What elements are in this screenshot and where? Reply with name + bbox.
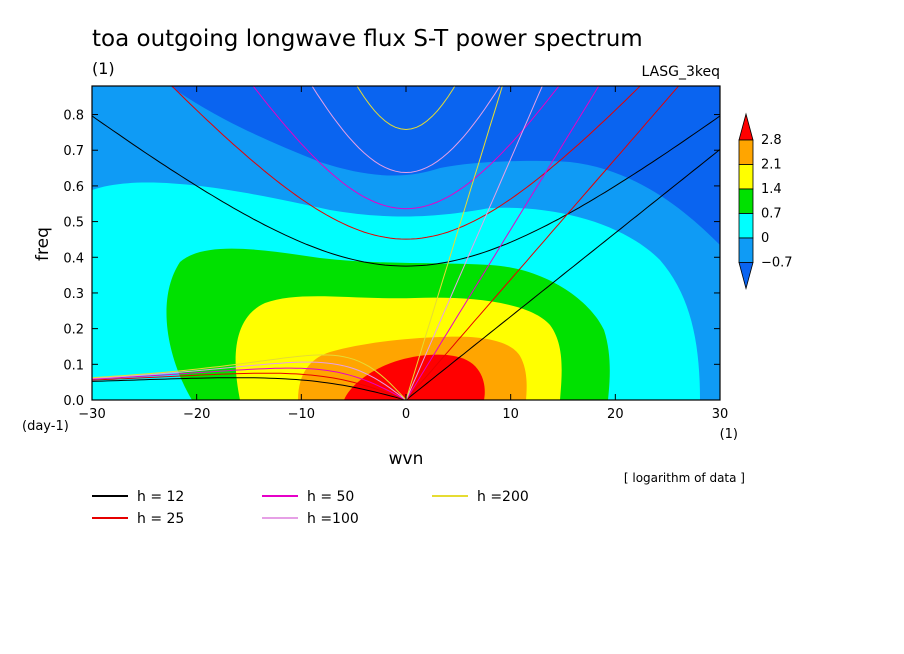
colorbar: 2.8 2.1 1.4 0.7 0 −0.7 [738,112,793,291]
kelvin-curve [405,86,600,400]
inertia-gravity-curve [92,115,720,267]
x-axis-label: wvn [389,449,424,469]
y-axis-label: freq [33,227,53,261]
colorbar-label: 0 [761,231,769,246]
legend-label: h =100 [307,511,359,527]
inertia-gravity-curve [252,86,560,210]
y-tick-label: 0.6 [63,180,84,195]
y-tick-label: 0.1 [63,358,84,373]
rossby-curve [92,372,407,400]
kelvin-curve [405,86,503,400]
colorbar-label: 2.8 [761,133,782,148]
colorbar-label: 1.4 [761,182,782,197]
colorbar-label: 2.1 [761,158,782,173]
kelvin-curve [405,149,720,400]
chart-subtitle-left: (1) [92,59,115,78]
plot-area [92,86,720,400]
chart-subtitle-right: LASG_3keq [642,64,720,80]
colorbar-label: −0.7 [761,256,793,271]
kelvin-curve [405,86,543,400]
legend-label: h =200 [477,489,529,505]
colorbar-max-arrow [738,112,754,141]
y-axis-unit: (day-1) [22,419,69,434]
colorbar-swatch [738,213,754,239]
rossby-curve [92,354,407,400]
legend-label: h = 50 [307,489,354,505]
rossby-curve [92,377,407,400]
y-tick-label: 0.2 [63,323,84,338]
x-tick-label: 30 [712,407,729,422]
inertia-gravity-curve [171,86,641,240]
x-tick-label: −10 [288,407,315,422]
legend-label: h = 25 [137,511,184,527]
scale-note: [ logarithm of data ] [624,471,745,485]
y-tick-label: 0.7 [63,144,84,159]
rossby-curve [92,367,407,400]
legend-label: h = 12 [137,489,184,505]
colorbar-swatch [738,164,754,190]
y-tick-label: 0.3 [63,287,84,302]
colorbar-label: 0.7 [761,207,782,222]
rossby-curve [92,361,407,400]
kelvin-curve [405,86,680,400]
colorbar-min-arrow [738,262,754,291]
y-tick-label: 0.0 [63,394,84,409]
inertia-gravity-curve [356,86,456,131]
x-tick-label: −20 [183,407,210,422]
colorbar-swatch [738,237,754,263]
y-tick-label: 0.8 [63,109,84,124]
inertia-gravity-curve [311,86,501,174]
contour-band-6 [344,354,485,400]
colorbar-swatch [738,188,754,214]
colorbar-swatch [738,139,754,165]
y-tick-label: 0.5 [63,216,84,231]
x-tick-label: 0 [402,407,410,422]
x-tick-label: −30 [78,407,105,422]
x-axis-unit: (1) [720,427,738,442]
y-tick-label: 0.4 [63,251,84,266]
x-tick-label: 10 [502,407,519,422]
legend: h = 12 h = 25 h = 50 h =100 h =200 [92,489,529,527]
x-tick-label: 20 [607,407,624,422]
chart-title: toa outgoing longwave flux S-T power spe… [92,26,643,52]
